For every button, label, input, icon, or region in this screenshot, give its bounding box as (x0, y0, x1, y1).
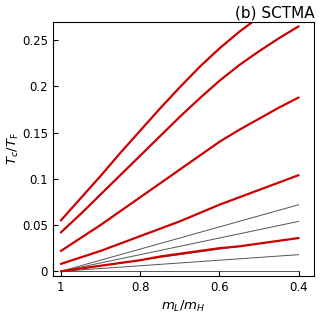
Y-axis label: $T_c/T_{\rm F}$: $T_c/T_{\rm F}$ (5, 132, 21, 165)
Text: (b) SCTMA: (b) SCTMA (235, 5, 315, 20)
X-axis label: $m_L/m_H$: $m_L/m_H$ (161, 299, 206, 315)
